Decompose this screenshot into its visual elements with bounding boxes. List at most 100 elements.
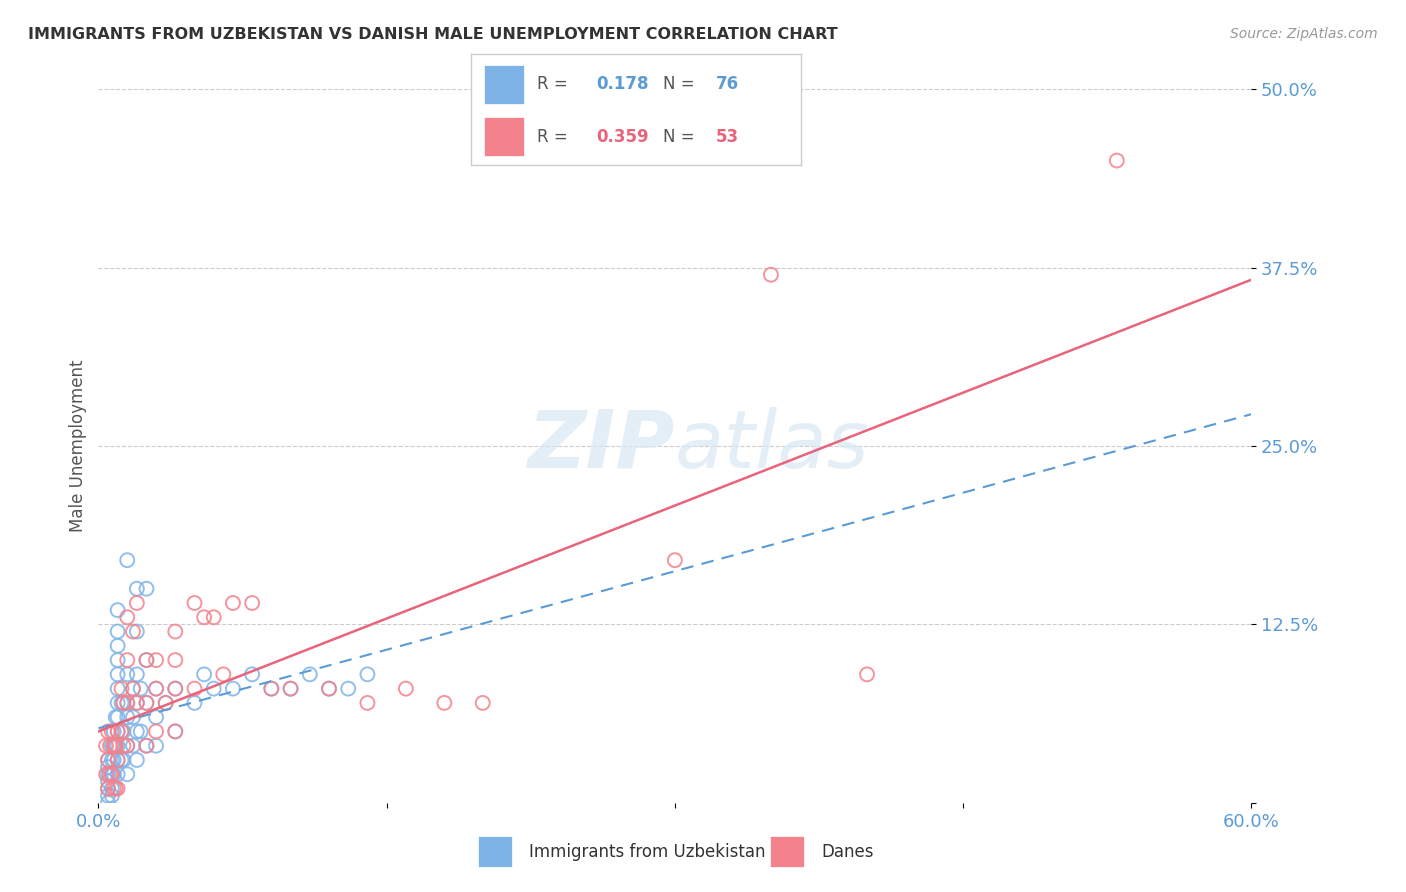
Text: Source: ZipAtlas.com: Source: ZipAtlas.com [1230,27,1378,41]
Point [110,696,132,710]
Point [97,724,120,739]
Point [104,781,127,796]
Point [112,724,135,739]
Point [135,696,157,710]
Point [107,603,129,617]
Point [101,739,124,753]
Point [97,796,120,810]
Text: 53: 53 [716,128,738,145]
Point [122,739,145,753]
Point [98,739,121,753]
Point [107,739,129,753]
Point [97,760,120,774]
Point [112,739,135,753]
Point [97,789,120,803]
Point [155,696,177,710]
Text: 0.178: 0.178 [596,75,650,93]
Bar [478,837,512,867]
Point [337,681,360,696]
Text: 0.359: 0.359 [596,128,650,145]
Point [101,753,124,767]
Point [145,710,167,724]
Text: R =: R = [537,128,574,145]
Point [97,774,120,789]
Text: atlas: atlas [675,407,870,485]
Point [356,696,378,710]
Point [107,667,129,681]
Point [104,739,127,753]
Point [117,667,138,681]
Point [107,653,129,667]
Point [103,739,125,753]
Point [107,724,129,739]
Text: IMMIGRANTS FROM UZBEKISTAN VS DANISH MALE UNEMPLOYMENT CORRELATION CHART: IMMIGRANTS FROM UZBEKISTAN VS DANISH MAL… [28,27,838,42]
Point [122,624,145,639]
Point [117,653,138,667]
Point [107,710,129,724]
Point [759,268,782,282]
Point [193,667,215,681]
Point [183,681,205,696]
Point [145,724,167,739]
Point [97,753,120,767]
Point [165,681,187,696]
Point [103,767,125,781]
Point [97,753,120,767]
Point [135,696,157,710]
Text: R =: R = [537,75,574,93]
Point [101,781,124,796]
Point [202,681,225,696]
Point [135,582,157,596]
Point [117,696,138,710]
Point [97,767,120,781]
Point [101,789,124,803]
Point [260,681,283,696]
Point [122,681,145,696]
Point [240,667,263,681]
Point [135,653,157,667]
Point [135,739,157,753]
Point [103,724,125,739]
Point [125,582,148,596]
Point [107,696,129,710]
Bar [484,65,524,103]
Point [117,553,138,567]
Point [112,696,135,710]
Text: N =: N = [662,75,700,93]
Point [117,739,138,753]
Point [117,767,138,781]
Point [125,596,148,610]
Text: Immigrants from Uzbekistan: Immigrants from Uzbekistan [529,843,765,861]
Point [202,610,225,624]
Point [135,653,157,667]
Point [155,696,177,710]
Point [97,781,120,796]
Point [110,753,132,767]
Point [280,681,302,696]
Point [107,624,129,639]
Point [110,724,132,739]
Bar [484,117,524,156]
Point [145,739,167,753]
Point [107,753,129,767]
Point [395,681,418,696]
Point [94,739,117,753]
Point [122,681,145,696]
Text: Danes: Danes [821,843,873,861]
Point [107,681,129,696]
Point [94,767,117,781]
Point [98,767,121,781]
Point [135,739,157,753]
Point [125,724,148,739]
Point [183,696,205,710]
Text: N =: N = [662,128,700,145]
Point [280,681,302,696]
Point [145,681,167,696]
Point [318,681,340,696]
Point [110,681,132,696]
Point [356,667,378,681]
Point [101,767,124,781]
Point [103,781,125,796]
Point [107,781,129,796]
Point [129,681,152,696]
